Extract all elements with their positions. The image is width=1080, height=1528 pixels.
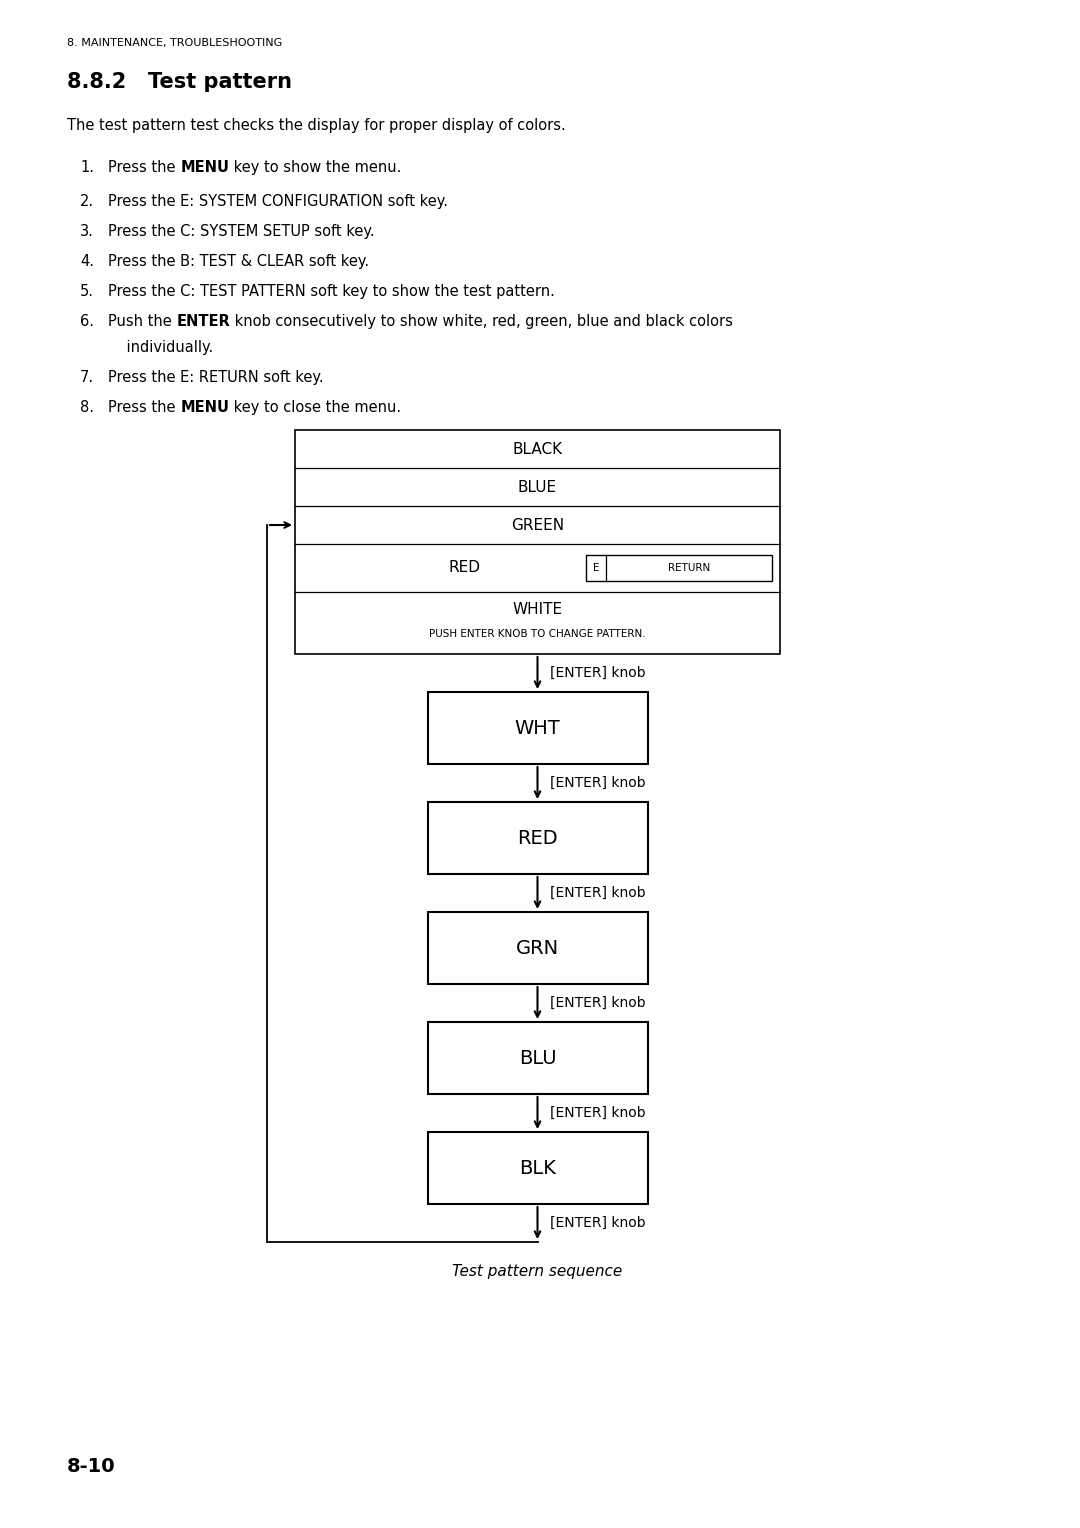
- Text: 7.: 7.: [80, 370, 94, 385]
- Text: WHT: WHT: [515, 718, 561, 738]
- Text: [ENTER] knob: [ENTER] knob: [550, 886, 645, 900]
- Text: RETURN: RETURN: [667, 562, 711, 573]
- Text: E: E: [593, 562, 599, 573]
- Text: Press the E: RETURN soft key.: Press the E: RETURN soft key.: [108, 370, 324, 385]
- Text: The test pattern test checks the display for proper display of colors.: The test pattern test checks the display…: [67, 118, 566, 133]
- Text: RED: RED: [449, 561, 481, 576]
- Text: individually.: individually.: [108, 341, 213, 354]
- Text: Test pattern sequence: Test pattern sequence: [453, 1264, 623, 1279]
- Text: [ENTER] knob: [ENTER] knob: [550, 1106, 645, 1120]
- Text: MENU: MENU: [180, 400, 229, 416]
- Text: key to close the menu.: key to close the menu.: [229, 400, 402, 416]
- Bar: [428, 692, 648, 764]
- Text: [ENTER] knob: [ENTER] knob: [550, 1216, 645, 1230]
- Text: BLK: BLK: [519, 1158, 556, 1178]
- Text: BLU: BLU: [518, 1048, 556, 1068]
- Text: Press the: Press the: [108, 400, 180, 416]
- Text: PUSH ENTER KNOB TO CHANGE PATTERN.: PUSH ENTER KNOB TO CHANGE PATTERN.: [429, 630, 646, 639]
- Text: 6.: 6.: [80, 313, 94, 329]
- Text: BLUE: BLUE: [518, 480, 557, 495]
- Text: MENU: MENU: [180, 160, 229, 176]
- Text: Press the C: SYSTEM SETUP soft key.: Press the C: SYSTEM SETUP soft key.: [108, 225, 375, 238]
- Text: GRN: GRN: [516, 938, 559, 958]
- Text: [ENTER] knob: [ENTER] knob: [550, 776, 645, 790]
- Text: 8-10: 8-10: [67, 1458, 116, 1476]
- Text: ENTER: ENTER: [176, 313, 230, 329]
- Text: Push the: Push the: [108, 313, 176, 329]
- Text: Press the: Press the: [108, 160, 180, 176]
- Text: 4.: 4.: [80, 254, 94, 269]
- Bar: [428, 802, 648, 874]
- Text: knob consecutively to show white, red, green, blue and black colors: knob consecutively to show white, red, g…: [230, 313, 733, 329]
- Text: [ENTER] knob: [ENTER] knob: [550, 666, 645, 680]
- Text: GREEN: GREEN: [511, 518, 564, 532]
- Text: 3.: 3.: [80, 225, 94, 238]
- Text: 8.8.2   Test pattern: 8.8.2 Test pattern: [67, 72, 292, 92]
- Text: 2.: 2.: [80, 194, 94, 209]
- Text: Press the E: SYSTEM CONFIGURATION soft key.: Press the E: SYSTEM CONFIGURATION soft k…: [108, 194, 448, 209]
- Text: 5.: 5.: [80, 284, 94, 299]
- Bar: [428, 1132, 648, 1204]
- Text: Press the C: TEST PATTERN soft key to show the test pattern.: Press the C: TEST PATTERN soft key to sh…: [108, 284, 555, 299]
- Bar: [295, 429, 780, 654]
- Text: 1.: 1.: [80, 160, 94, 176]
- Text: BLACK: BLACK: [512, 442, 563, 457]
- Text: 8.: 8.: [80, 400, 94, 416]
- Text: Press the B: TEST & CLEAR soft key.: Press the B: TEST & CLEAR soft key.: [108, 254, 369, 269]
- Text: RED: RED: [517, 828, 557, 848]
- Text: key to show the menu.: key to show the menu.: [229, 160, 402, 176]
- Bar: [428, 1022, 648, 1094]
- Bar: [428, 912, 648, 984]
- Text: WHITE: WHITE: [512, 602, 563, 617]
- Bar: [586, 555, 772, 581]
- Text: 8. MAINTENANCE, TROUBLESHOOTING: 8. MAINTENANCE, TROUBLESHOOTING: [67, 38, 282, 47]
- Text: [ENTER] knob: [ENTER] knob: [550, 996, 645, 1010]
